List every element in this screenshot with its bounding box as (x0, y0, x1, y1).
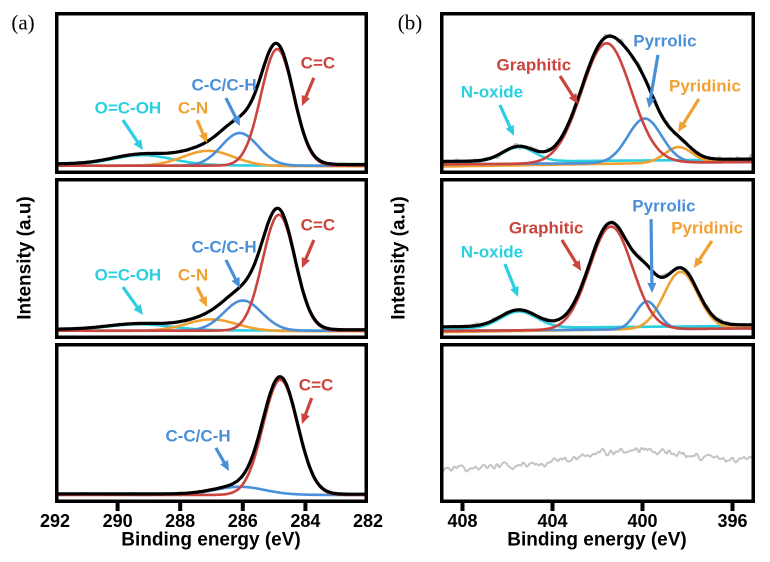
annotation-arrowhead (678, 121, 688, 133)
subplot-C1s-1 (57, 41, 366, 168)
annotation-arrowhead (220, 460, 230, 471)
annotation-arrow (121, 286, 140, 310)
annotation-arrow (224, 97, 238, 120)
subplot-frame (55, 12, 368, 174)
subplot-N1s-1 (442, 33, 753, 168)
annotation-arrow (195, 286, 205, 301)
curve-envelope (57, 375, 366, 496)
annotation-arrowhead (301, 257, 311, 268)
subplot-frame (440, 178, 755, 339)
curve-c-c (57, 47, 366, 167)
curve-raw-data (57, 42, 366, 167)
annotation-arrowhead (133, 304, 143, 316)
panel-b-xlabel: Binding energy (eV) (507, 529, 687, 551)
curve-envelope (57, 41, 366, 167)
annotation-arrow (681, 98, 701, 127)
subplot-C1s-2 (57, 206, 366, 333)
panel-a-xlabel: Binding energy (eV) (121, 529, 301, 551)
annotation-arrow (649, 219, 654, 285)
annotation-arrowhead (505, 124, 515, 136)
panel-a-letter: (a) (11, 10, 35, 35)
annotation-arrowhead (301, 413, 310, 424)
subplot-N1s-3 (442, 447, 753, 473)
annotation-arrowhead (199, 132, 208, 144)
annotation-arrowhead (510, 286, 519, 297)
annotation-arrow (121, 119, 140, 145)
annotation-arrow (224, 259, 238, 282)
annotation-arrow (303, 397, 314, 418)
annotation-arrowhead (231, 115, 240, 127)
annotation-arrow (558, 75, 576, 99)
subplot-frame (55, 178, 368, 339)
annotation-arrowhead (198, 296, 208, 307)
annotation-arrowhead (568, 93, 578, 105)
subplot-frame (440, 12, 755, 174)
curve-raw-data (442, 33, 753, 166)
annotation-arrow (648, 54, 660, 101)
subplot-frame (440, 343, 755, 503)
curve-raw-data (57, 375, 366, 496)
annotation-arrowhead (646, 97, 655, 109)
panel-b-letter: (b) (397, 10, 423, 35)
subplot-C1s-3 (57, 375, 366, 497)
annotation-arrow (560, 239, 579, 266)
annotation-arrowhead (647, 282, 657, 293)
annotation-arrowhead (231, 277, 240, 288)
annotation-arrow (303, 77, 316, 100)
annotation-arrow (214, 447, 227, 465)
annotation-arrow (498, 104, 513, 130)
curve-envelope (442, 220, 753, 329)
curve-graphitic (442, 42, 753, 166)
annotation-arrowhead (693, 257, 704, 268)
curve-envelope (442, 34, 753, 163)
curve-c-c (57, 213, 366, 332)
curve-envelope (57, 206, 366, 332)
curve-raw-data (442, 447, 753, 473)
annotation-arrow (503, 263, 517, 291)
subplot-N1s-2 (442, 219, 753, 334)
curve-c-c (57, 378, 366, 497)
annotation-arrowhead (133, 139, 143, 151)
annotation-arrowhead (572, 260, 582, 272)
panel-a-ylabel: Intensity (a.u) (14, 196, 36, 320)
curve-raw-data (57, 207, 366, 332)
annotation-arrow (195, 119, 206, 137)
annotation-arrowhead (301, 94, 311, 106)
curve-pyridinic (442, 145, 753, 168)
annotation-arrow (696, 240, 714, 263)
annotation-arrow (303, 239, 316, 262)
panel-b-ylabel: Intensity (a.u) (388, 196, 410, 320)
subplot-frame (55, 343, 368, 503)
